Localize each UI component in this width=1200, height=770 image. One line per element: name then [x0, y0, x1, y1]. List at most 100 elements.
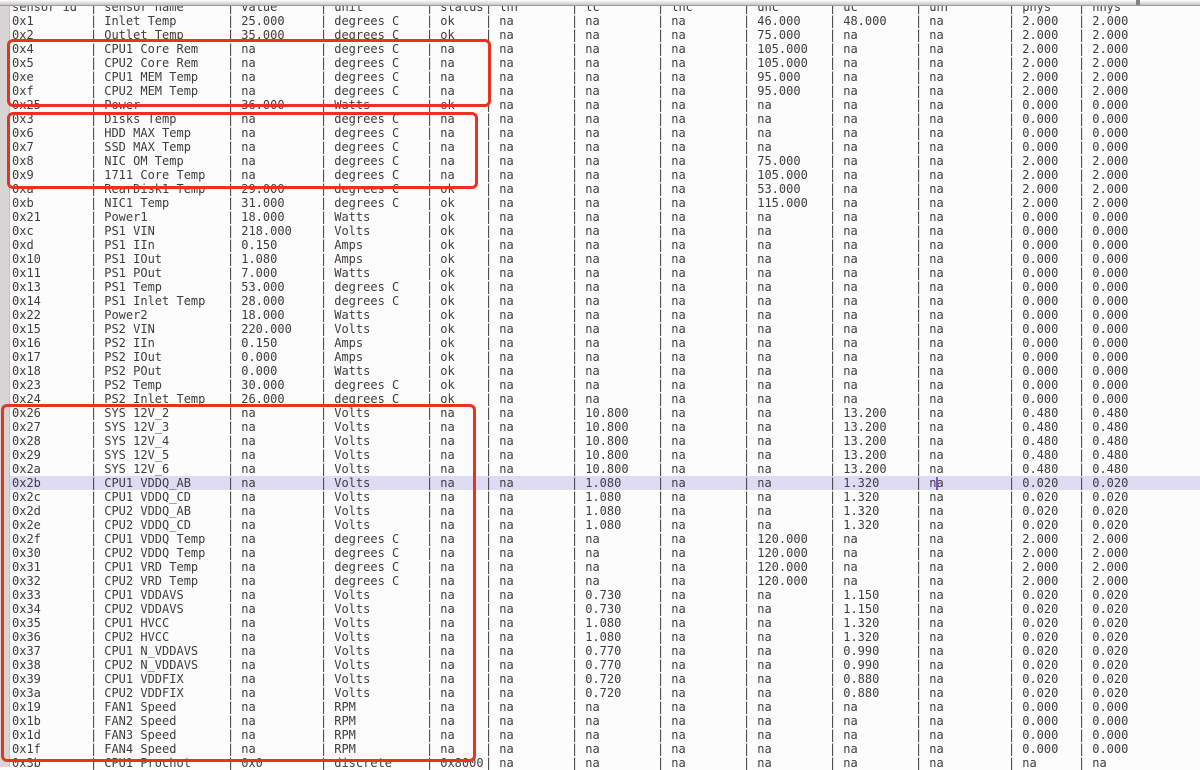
- sensor-row-0xd[interactable]: 0xd | PS1 IIn | 0.150 | Amps | ok | na | na | na | na | na…: [9, 238, 1200, 252]
- column-separator: |: [90, 126, 98, 140]
- column-separator: |: [227, 532, 235, 546]
- unr-cell: |na: [915, 210, 944, 224]
- sensor-row-0x4[interactable]: 0x4 | CPU1 Core Rem | na | degrees C | na | na | na |…: [9, 42, 1200, 56]
- sensor-name-cell: | PS1 Temp: [90, 280, 163, 294]
- sensor-row-0x2[interactable]: 0x2 | Outlet Temp | 35.000 | degrees C | ok | na | n…: [9, 28, 1200, 42]
- sensor-row-0x15[interactable]: 0x15 | PS2 VIN | 220.000 | Volts | ok | na | na | na | n…: [9, 322, 1200, 336]
- sensor-row-0x38[interactable]: 0x38 | CPU2 N_VDDAVS | na | Volts | na | na | 0.770 |…: [9, 658, 1200, 672]
- sensor-row-0x13[interactable]: 0x13 | PS1 Temp | 53.000 | degrees C | ok | na | na |…: [9, 280, 1200, 294]
- sensor-row-0x37[interactable]: 0x37 | CPU1 N_VDDAVS | na | Volts | na | na | 0.770 |…: [9, 644, 1200, 658]
- sensor-row-0x24[interactable]: 0x24 | PS2 Inlet Temp | 26.000 | degrees C | ok |…: [9, 392, 1200, 406]
- value-cell: | na: [227, 630, 256, 644]
- sensor-row-0x30[interactable]: 0x30 | CPU2 VDDQ Temp | na | degrees C | na | na | n…: [9, 546, 1200, 560]
- nhys-cell: | 0.000: [1078, 280, 1129, 294]
- sensor-row-0x29[interactable]: 0x29 | SYS 12V_5 | na | Volts | na | na | 10.800 | na |…: [9, 448, 1200, 462]
- sensor-row-0x35[interactable]: 0x35 | CPU1 HVCC | na | Volts | na | na | 1.080 | na | n…: [9, 616, 1200, 630]
- sensor-row-0xe[interactable]: 0xe | CPU1 MEM Temp | na | degrees C | na | na | na |…: [9, 70, 1200, 84]
- sensor-row-0x9[interactable]: 0x9 | 1711 Core Temp | na | degrees C | na | na | na…: [9, 168, 1200, 182]
- left-scrollbar-strip[interactable]: [0, 0, 10, 767]
- sensor-row-0x28[interactable]: 0x28 | SYS 12V_4 | na | Volts | na | na | 10.800 | na |…: [9, 434, 1200, 448]
- column-separator: |: [657, 280, 665, 294]
- sensor-id-cell: 0x1b: [12, 714, 41, 728]
- column-separator: |: [90, 252, 98, 266]
- column-separator: |: [571, 756, 579, 770]
- column-separator: |: [227, 574, 235, 588]
- sensor-row-0x34[interactable]: 0x34 | CPU2 VDDAVS | na | Volts | na | na | 0.730 | na…: [9, 602, 1200, 616]
- column-separator: |: [90, 518, 98, 532]
- lc-cell: | 0.720: [571, 672, 622, 686]
- sensor-name-cell: | CPU2 Core Rem: [90, 56, 199, 70]
- column-separator: |: [915, 350, 923, 364]
- horizontal-scrollbar-edge[interactable]: [0, 0, 1200, 6]
- sensor-row-0x32[interactable]: 0x32 | CPU2 VRD Temp | na | degrees C | na | na | na…: [9, 574, 1200, 588]
- sensor-row-0x27[interactable]: 0x27 | SYS 12V_3 | na | Volts | na | na | 10.800 | na |…: [9, 420, 1200, 434]
- sensor-row-0x10[interactable]: 0x10 | PS1 IOut | 1.080 | Amps | ok | na | na | na | na |…: [9, 252, 1200, 266]
- sensor-row-0x33[interactable]: 0x33 | CPU1 VDDAVS | na | Volts | na | na | 0.730 | na…: [9, 588, 1200, 602]
- sensor-name-cell: | CPU1 VDDAVS: [90, 588, 184, 602]
- sensor-row-0x1d[interactable]: 0x1d | FAN3 Speed | na | RPM | na | na | na | na | na | na…: [9, 728, 1200, 742]
- column-separator: |: [227, 308, 235, 322]
- sensor-row-0x7[interactable]: 0x7 | SSD MAX Temp | na | degrees C | na | na | na | n…: [9, 140, 1200, 154]
- column-separator: |: [657, 714, 665, 728]
- lc-cell: | na: [571, 42, 600, 56]
- sensor-row-0x1[interactable]: 0x1 | Inlet Temp | 25.000 | degrees C | ok | na | na…: [9, 14, 1200, 28]
- nhys-cell: | 2.000: [1078, 196, 1129, 210]
- status-cell: | na: [426, 672, 455, 686]
- sensor-row-0x17[interactable]: 0x17 | PS2 IOut | 0.000 | Amps | ok | na | na | na | na |…: [9, 350, 1200, 364]
- sensor-row-0x3b[interactable]: 0x3b | CPU1 Prochot | 0x0 | discrete | 0x8000 | na…: [9, 756, 1200, 770]
- sensor-row-0x3a[interactable]: 0x3a | CPU2 VDDFIX | na | Volts | na | na | 0.720 | na…: [9, 686, 1200, 700]
- sensor-row-0x21[interactable]: 0x21 | Power1 | 18.000 | Watts | ok | na | na | na | na |…: [9, 210, 1200, 224]
- sensor-row-0x2c[interactable]: 0x2c | CPU1 VDDQ_CD | na | Volts | na | na | 1.080 | n…: [9, 490, 1200, 504]
- column-separator: |: [571, 168, 579, 182]
- column-separator: |: [90, 602, 98, 616]
- sensor-row-0x14[interactable]: 0x14 | PS1 Inlet Temp | 28.000 | degrees C | ok |…: [9, 294, 1200, 308]
- phys-cell: | 0.020: [1008, 588, 1059, 602]
- sensor-row-0x11[interactable]: 0x11 | PS1 POut | 7.000 | Watts | ok | na | na | na | na…: [9, 266, 1200, 280]
- sensor-row-0xc[interactable]: 0xc | PS1 VIN | 218.000 | Volts | ok | na | na | na | na…: [9, 224, 1200, 238]
- column-separator: |: [829, 406, 837, 420]
- unr-cell: |na: [915, 406, 944, 420]
- sensor-row-0xb[interactable]: 0xb | NIC1 Temp | 31.000 | degrees C | ok | na | na |…: [9, 196, 1200, 210]
- sensor-row-0x25[interactable]: 0x25 | Power | 36.000 | Watts | ok | na | na | na | na | n…: [9, 98, 1200, 112]
- sensor-row-0x18[interactable]: 0x18 | PS2 POut | 0.000 | Watts | ok | na | na | na | na…: [9, 364, 1200, 378]
- sensor-row-0x6[interactable]: 0x6 | HDD MAX Temp | na | degrees C | na | na | na | n…: [9, 126, 1200, 140]
- sensor-row-0x8[interactable]: 0x8 | NIC OM Temp | na | degrees C | na | na | na | na…: [9, 154, 1200, 168]
- sensor-row-0x2f[interactable]: 0x2f | CPU1 VDDQ Temp | na | degrees C | na | na | n…: [9, 532, 1200, 546]
- scrollbar-notch: [1136, 0, 1140, 5]
- lnc-cell: | na: [657, 504, 686, 518]
- sensor-row-0x2e[interactable]: 0x2e | CPU2 VDDQ_CD | na | Volts | na | na | 1.080 | n…: [9, 518, 1200, 532]
- sensor-row-0x3[interactable]: 0x3 | Disks Temp | na | degrees C | na | na | na | na |…: [9, 112, 1200, 126]
- sensor-row-0x1f[interactable]: 0x1f | FAN4 Speed | na | RPM | na | na | na | na | na | na…: [9, 742, 1200, 756]
- column-separator: |: [571, 42, 579, 56]
- sensor-row-0x31[interactable]: 0x31 | CPU1 VRD Temp | na | degrees C | na | na | na…: [9, 560, 1200, 574]
- sensor-row-0x19[interactable]: 0x19 | FAN1 Speed | na | RPM | na | na | na | na | na | na…: [9, 700, 1200, 714]
- sensor-row-0x2b[interactable]: 0x2b | CPU1 VDDQ_AB | na | Volts | na | na | 1.080 | n…: [9, 476, 1200, 490]
- column-separator: |: [426, 322, 434, 336]
- sensor-row-0xa[interactable]: 0xa | RearDisk1 Temp | 29.000 | degrees C | ok | n…: [9, 182, 1200, 196]
- column-separator: |: [743, 448, 751, 462]
- column-separator: |: [227, 42, 235, 56]
- sensor-row-0x2a[interactable]: 0x2a | SYS 12V_6 | na | Volts | na | na | 10.800 | na |…: [9, 462, 1200, 476]
- sensor-row-0x23[interactable]: 0x23 | PS2 Temp | 30.000 | degrees C | ok | na | na |…: [9, 378, 1200, 392]
- uc-cell: | na: [829, 112, 858, 126]
- sensor-row-0xf[interactable]: 0xf | CPU2 MEM Temp | na | degrees C | na | na | na |…: [9, 84, 1200, 98]
- column-separator: |: [426, 70, 434, 84]
- column-separator: |: [90, 238, 98, 252]
- sensor-row-0x26[interactable]: 0x26 | SYS 12V_2 | na | Volts | na | na | 10.800 | na |…: [9, 406, 1200, 420]
- unit-cell: | Amps: [320, 252, 364, 266]
- phys-cell: | 0.000: [1008, 322, 1059, 336]
- sensor-row-0x16[interactable]: 0x16 | PS2 IIn | 0.150 | Amps | ok | na | na | na | na | n…: [9, 336, 1200, 350]
- sensor-row-0x1b[interactable]: 0x1b | FAN2 Speed | na | RPM | na | na | na | na | na | na…: [9, 714, 1200, 728]
- lnc-cell: | na: [657, 56, 686, 70]
- nhys-cell: | 0.000: [1078, 112, 1129, 126]
- sensor-row-0x36[interactable]: 0x36 | CPU2 HVCC | na | Volts | na | na | 1.080 | na | n…: [9, 630, 1200, 644]
- lnr-cell: | na: [485, 518, 514, 532]
- column-separator: |: [829, 238, 837, 252]
- unr-cell: |na: [915, 700, 944, 714]
- sensor-row-0x22[interactable]: 0x22 | Power2 | 18.000 | Watts | ok | na | na | na | na |…: [9, 308, 1200, 322]
- sensor-row-0x5[interactable]: 0x5 | CPU2 Core Rem | na | degrees C | na | na | na |…: [9, 56, 1200, 70]
- sensor-row-0x39[interactable]: 0x39 | CPU1 VDDFIX | na | Volts | na | na | 0.720 | na…: [9, 672, 1200, 686]
- sensor-row-0x2d[interactable]: 0x2d | CPU2 VDDQ_AB | na | Volts | na | na | 1.080 | n…: [9, 504, 1200, 518]
- column-separator: |: [743, 140, 751, 154]
- lnr-cell: | na: [485, 616, 514, 630]
